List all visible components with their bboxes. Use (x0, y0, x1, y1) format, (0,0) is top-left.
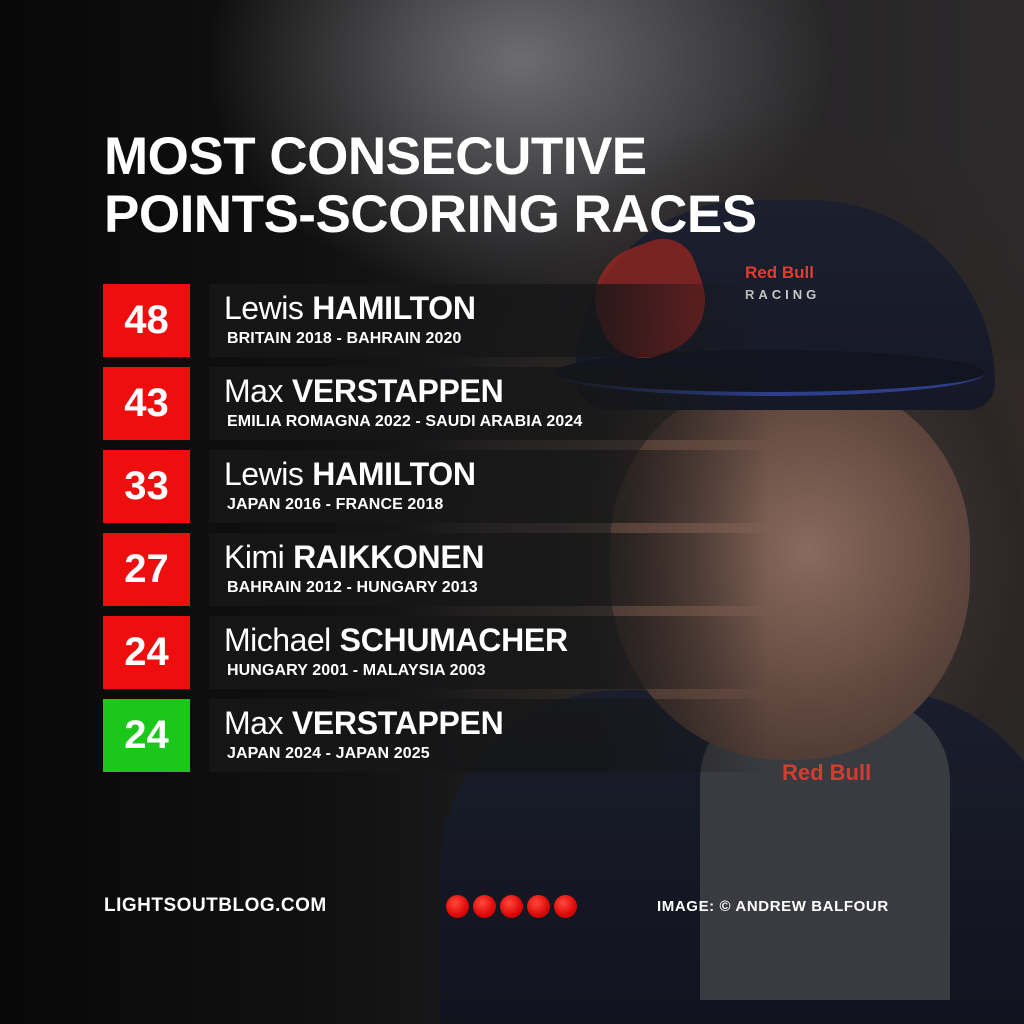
ranking-row-current: 24 Max VERSTAPPEN JAPAN 2024 - JAPAN 202… (103, 699, 769, 772)
start-light-icon (554, 895, 577, 918)
driver-last-name: HAMILTON (312, 456, 476, 492)
ranking-panel (209, 699, 769, 772)
driver-first-name: Lewis (224, 290, 304, 326)
ranking-row: 43 Max VERSTAPPEN EMILIA ROMAGNA 2022 - … (103, 367, 769, 440)
ranking-row: 24 Michael SCHUMACHER HUNGARY 2001 - MAL… (103, 616, 769, 689)
ranking-panel (209, 616, 769, 689)
driver-name: Lewis HAMILTON (224, 288, 476, 328)
driver-name: Max VERSTAPPEN (224, 703, 504, 743)
driver-last-name: VERSTAPPEN (291, 705, 504, 741)
streak-count-badge: 33 (103, 450, 190, 523)
driver-first-name: Kimi (224, 539, 285, 575)
ranking-panel (209, 533, 769, 606)
ranking-row: 48 Lewis HAMILTON BRITAIN 2018 - BAHRAIN… (103, 284, 769, 357)
streak-span: EMILIA ROMAGNA 2022 - SAUDI ARABIA 2024 (227, 413, 583, 430)
ranking-panel (209, 450, 769, 523)
driver-first-name: Michael (224, 622, 331, 658)
streak-span: JAPAN 2024 - JAPAN 2025 (227, 745, 430, 762)
start-light-icon (473, 895, 496, 918)
ranking-panel (209, 367, 769, 440)
title-line-2: POINTS-SCORING RACES (104, 185, 757, 244)
streak-span: BAHRAIN 2012 - HUNGARY 2013 (227, 579, 478, 596)
chest-sponsor-logo: Red Bull (782, 760, 922, 820)
driver-last-name: RAIKKONEN (293, 539, 485, 575)
streak-count-badge: 43 (103, 367, 190, 440)
driver-name: Kimi RAIKKONEN (224, 537, 485, 577)
streak-span: HUNGARY 2001 - MALAYSIA 2003 (227, 662, 486, 679)
ranking-row: 27 Kimi RAIKKONEN BAHRAIN 2012 - HUNGARY… (103, 533, 769, 606)
streak-count-badge: 24 (103, 616, 190, 689)
streak-count-badge-current: 24 (103, 699, 190, 772)
cap-logo-text: Red Bull (745, 263, 814, 282)
image-credit: IMAGE: © ANDREW BALFOUR (657, 898, 889, 915)
chest-logo-text: Red Bull (782, 760, 872, 785)
page-title: MOST CONSECUTIVE POINTS-SCORING RACES (104, 128, 757, 244)
ranking-panel (209, 284, 769, 357)
driver-first-name: Max (224, 705, 283, 741)
streak-span: BRITAIN 2018 - BAHRAIN 2020 (227, 330, 462, 347)
streak-span: JAPAN 2016 - FRANCE 2018 (227, 496, 444, 513)
start-light-icon (500, 895, 523, 918)
driver-name: Lewis HAMILTON (224, 454, 476, 494)
driver-name: Max VERSTAPPEN (224, 371, 504, 411)
driver-first-name: Max (224, 373, 283, 409)
start-light-icon (446, 895, 469, 918)
driver-last-name: HAMILTON (312, 290, 476, 326)
title-line-1: MOST CONSECUTIVE (104, 127, 647, 186)
driver-first-name: Lewis (224, 456, 304, 492)
start-light-icon (527, 895, 550, 918)
streak-count-badge: 27 (103, 533, 190, 606)
streak-count-badge: 48 (103, 284, 190, 357)
site-url: LIGHTSOUTBLOG.COM (104, 895, 327, 916)
driver-last-name: VERSTAPPEN (291, 373, 504, 409)
driver-name: Michael SCHUMACHER (224, 620, 568, 660)
driver-last-name: SCHUMACHER (339, 622, 568, 658)
ranking-row: 33 Lewis HAMILTON JAPAN 2016 - FRANCE 20… (103, 450, 769, 523)
